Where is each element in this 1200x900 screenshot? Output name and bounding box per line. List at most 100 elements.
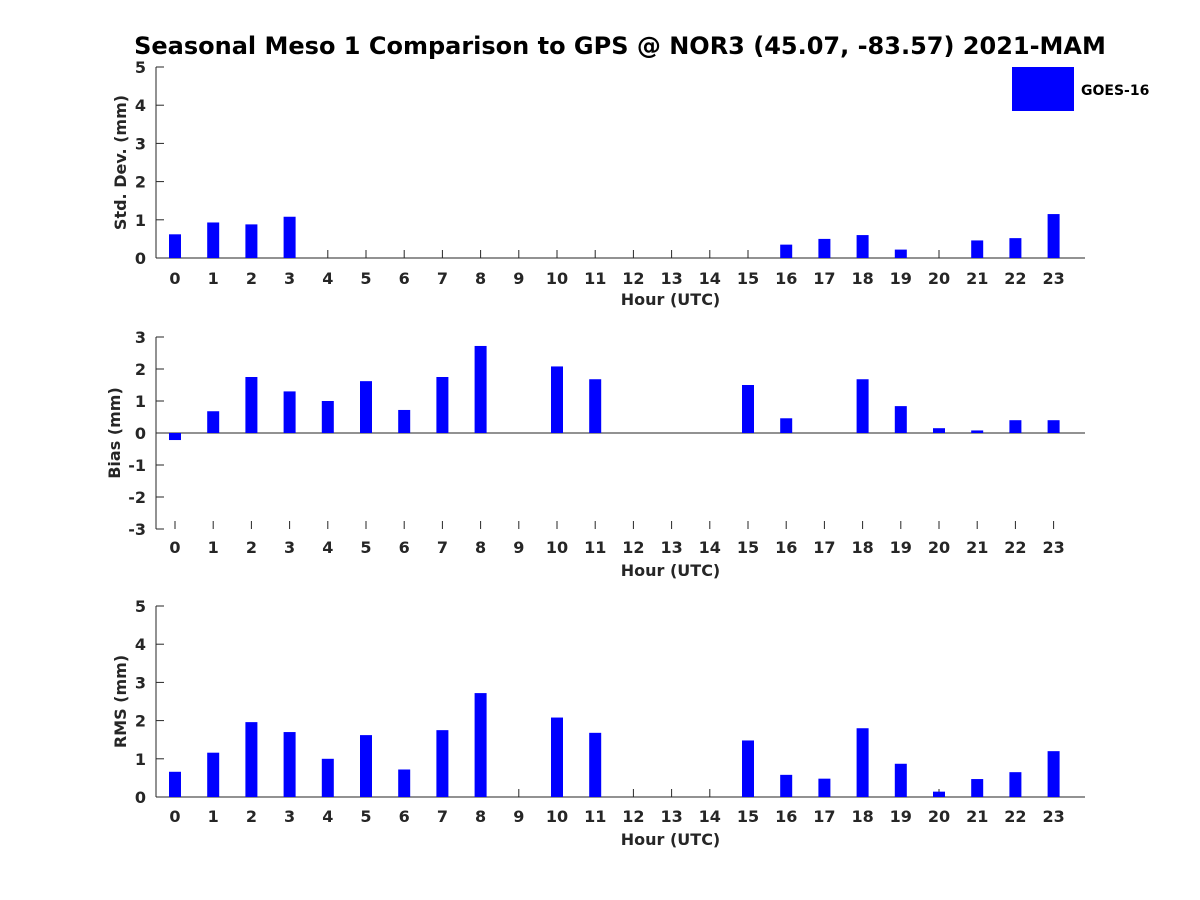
bar-rms-0 (169, 771, 181, 797)
x-tick-label: 9 (513, 269, 524, 288)
x-tick-label: 21 (966, 807, 988, 826)
x-tick-label: 6 (399, 269, 410, 288)
x-tick-label: 8 (475, 807, 486, 826)
x-tick-label: 2 (246, 807, 257, 826)
x-tick-label: 9 (513, 807, 524, 826)
y-tick-label: -2 (128, 488, 146, 507)
x-tick-label: 11 (584, 269, 606, 288)
x-tick-label: 18 (851, 807, 873, 826)
y-tick-label: -1 (128, 456, 146, 475)
x-tick-label: 5 (360, 538, 371, 557)
x-tick-label: 9 (513, 538, 524, 557)
bar-bias-18 (856, 379, 869, 433)
x-tick-label: 1 (208, 538, 219, 557)
x-tick-label: 20 (928, 807, 950, 826)
bar-std-dev-19 (894, 249, 907, 258)
x-tick-label: 12 (622, 538, 644, 557)
bar-std-dev-3 (283, 216, 296, 258)
x-tick-label: 23 (1042, 538, 1064, 557)
y-tick-label: 3 (135, 673, 146, 692)
bar-std-dev-16 (780, 244, 793, 258)
bar-rms-4 (321, 758, 334, 797)
bar-std-dev-17 (818, 238, 831, 258)
y-tick-label: 4 (135, 96, 146, 115)
y-tick-label: 1 (135, 392, 146, 411)
bar-bias-20 (933, 428, 945, 433)
bar-bias-2 (245, 377, 258, 433)
x-tick-label: 10 (546, 538, 568, 557)
x-tick-label: 7 (437, 269, 448, 288)
x-tick-label: 3 (284, 807, 295, 826)
x-tick-label: 16 (775, 807, 797, 826)
bar-rms-18 (856, 728, 869, 797)
x-tick-label: 1 (208, 269, 219, 288)
bar-rms-6 (398, 769, 411, 797)
x-tick-label: 5 (360, 269, 371, 288)
x-tick-label: 12 (622, 807, 644, 826)
bar-rms-20 (933, 791, 945, 797)
bar-rms-22 (1009, 772, 1022, 797)
bar-bias-0 (169, 433, 181, 441)
legend-label: GOES-16 (1081, 83, 1149, 99)
x-tick-label: 23 (1042, 269, 1064, 288)
chart-title: Seasonal Meso 1 Comparison to GPS @ NOR3… (134, 32, 1106, 60)
x-tick-label: 8 (475, 269, 486, 288)
bar-std-dev-18 (856, 235, 869, 258)
bar-std-dev-2 (245, 224, 258, 258)
x-tick-label: 14 (699, 807, 721, 826)
bar-bias-8 (474, 345, 487, 433)
x-tick-label: 19 (890, 269, 912, 288)
x-tick-label: 15 (737, 269, 759, 288)
x-tick-label: 7 (437, 538, 448, 557)
bar-bias-15 (742, 385, 754, 433)
x-tick-label: 2 (246, 269, 257, 288)
bar-rms-2 (245, 722, 258, 797)
x-tick-label: 23 (1042, 807, 1064, 826)
x-tick-label: 17 (813, 807, 835, 826)
x-tick-label: 22 (1004, 807, 1026, 826)
x-tick-label: 4 (322, 269, 333, 288)
x-tick-label: 15 (737, 807, 759, 826)
x-tick-label: 13 (660, 269, 682, 288)
y-tick-label: -3 (128, 520, 146, 539)
bar-rms-21 (971, 779, 984, 797)
y-tick-label: 3 (135, 328, 146, 347)
x-tick-label: 19 (890, 807, 912, 826)
bar-bias-4 (321, 401, 334, 433)
x-tick-label: 13 (660, 538, 682, 557)
bar-bias-3 (283, 391, 296, 433)
x-tick-label: 22 (1004, 538, 1026, 557)
bar-bias-7 (436, 377, 449, 433)
x-tick-label: 20 (928, 538, 950, 557)
y-tick-label: 0 (135, 424, 146, 443)
y-tick-label: 4 (135, 635, 146, 654)
x-tick-label: 14 (699, 538, 721, 557)
y-tick-label: 0 (135, 788, 146, 807)
x-tick-label: 21 (966, 538, 988, 557)
x-tick-label: 19 (890, 538, 912, 557)
bar-rms-16 (780, 774, 793, 797)
bar-rms-10 (551, 717, 563, 797)
bar-bias-19 (894, 406, 907, 433)
y-tick-label: 5 (135, 58, 146, 77)
bar-rms-23 (1047, 751, 1060, 797)
x-tick-label: 0 (169, 807, 180, 826)
y-axis-label: RMS (mm) (111, 655, 130, 748)
bar-std-dev-21 (971, 240, 984, 258)
y-tick-label: 2 (135, 712, 146, 731)
bar-bias-21 (971, 430, 984, 433)
bar-std-dev-0 (169, 234, 181, 258)
bar-rms-15 (742, 740, 754, 797)
x-tick-label: 18 (851, 538, 873, 557)
x-tick-label: 17 (813, 538, 835, 557)
x-tick-label: 12 (622, 269, 644, 288)
bar-bias-23 (1047, 420, 1060, 433)
x-tick-label: 15 (737, 538, 759, 557)
y-tick-label: 3 (135, 134, 146, 153)
bar-rms-11 (589, 732, 602, 797)
bar-rms-17 (818, 778, 831, 797)
x-tick-label: 0 (169, 269, 180, 288)
y-tick-label: 2 (135, 360, 146, 379)
